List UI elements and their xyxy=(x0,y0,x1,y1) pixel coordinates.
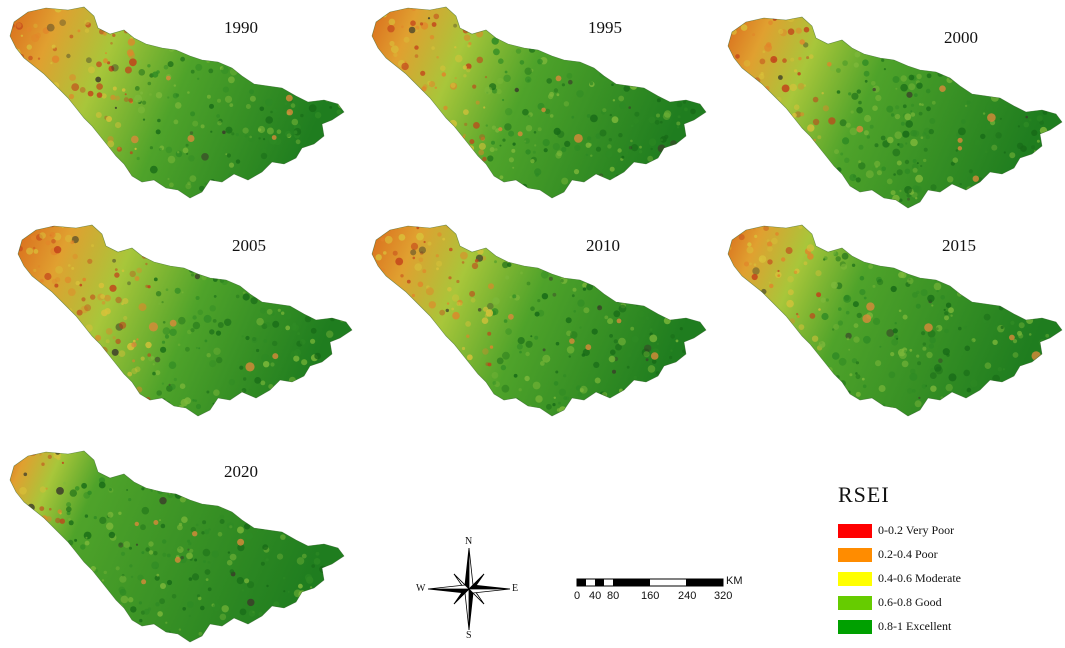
compass-east-label: E xyxy=(512,583,519,594)
scale-tick-240: 240 xyxy=(678,590,697,602)
legend-label: 0.8-1 Excellent xyxy=(878,619,952,633)
map-panel-1995: 1995 xyxy=(368,4,708,200)
legend-item: 0-0.2 Very Poor xyxy=(838,522,1038,542)
region-map-1990 xyxy=(9,6,345,199)
year-label: 2015 xyxy=(942,236,976,255)
map-panel-2015: 2015 xyxy=(724,222,1064,418)
map-panel-1990: 1990 xyxy=(6,4,346,200)
legend-item: 0.4-0.6 Moderate xyxy=(838,570,1038,590)
year-label: 2000 xyxy=(944,28,978,47)
compass-west-label: W xyxy=(416,583,426,594)
region-map-2020 xyxy=(9,450,345,643)
legend-swatch xyxy=(838,524,872,538)
legend-label: 0.4-0.6 Moderate xyxy=(878,571,961,585)
compass-north-label: N xyxy=(465,536,473,547)
region-map-2005 xyxy=(17,224,353,417)
scale-tick-0: 0 xyxy=(574,590,581,602)
scale-tick-40: 40 xyxy=(589,590,602,602)
year-label: 1995 xyxy=(588,18,622,37)
legend-label: 0-0.2 Very Poor xyxy=(878,523,955,537)
region-map-2010 xyxy=(371,224,707,417)
compass-rose-icon xyxy=(427,547,511,631)
legend-swatch xyxy=(838,572,872,586)
legend-label: 0.2-0.4 Poor xyxy=(878,547,938,561)
scale-tick-320: 320 xyxy=(714,590,733,602)
legend-swatch xyxy=(838,596,872,610)
compass-south-label: S xyxy=(466,630,472,641)
map-panel-2010: 2010 xyxy=(368,222,708,418)
region-map-2000 xyxy=(727,16,1063,209)
map-panel-2000: 2000 xyxy=(724,14,1064,210)
region-map-1995 xyxy=(371,6,707,199)
legend: RSEI 0-0.2 Very Poor 0.2-0.4 Poor 0.4-0.… xyxy=(838,482,1038,642)
legend-item: 0.8-1 Excellent xyxy=(838,618,1038,638)
scale-tick-80: 80 xyxy=(607,590,620,602)
year-label: 2005 xyxy=(232,236,266,255)
legend-swatch xyxy=(838,620,872,634)
scale-unit: KM xyxy=(726,575,743,587)
legend-title: RSEI xyxy=(838,482,890,507)
year-label: 2020 xyxy=(224,462,258,481)
legend-item: 0.6-0.8 Good xyxy=(838,594,1038,614)
legend-label: 0.6-0.8 Good xyxy=(878,595,942,609)
region-map-2015 xyxy=(727,224,1063,417)
year-label: 2010 xyxy=(586,236,620,255)
north-arrow: N S E W xyxy=(414,536,524,642)
scale-tick-160: 160 xyxy=(641,590,660,602)
scale-bar-graphic xyxy=(576,578,724,587)
map-panel-2020: 2020 xyxy=(6,448,346,644)
legend-swatch xyxy=(838,548,872,562)
map-panel-2005: 2005 xyxy=(14,222,354,418)
legend-item: 0.2-0.4 Poor xyxy=(838,546,1038,566)
year-label: 1990 xyxy=(224,18,258,37)
scale-bar: 0 40 80 160 240 320 KM xyxy=(566,575,746,612)
